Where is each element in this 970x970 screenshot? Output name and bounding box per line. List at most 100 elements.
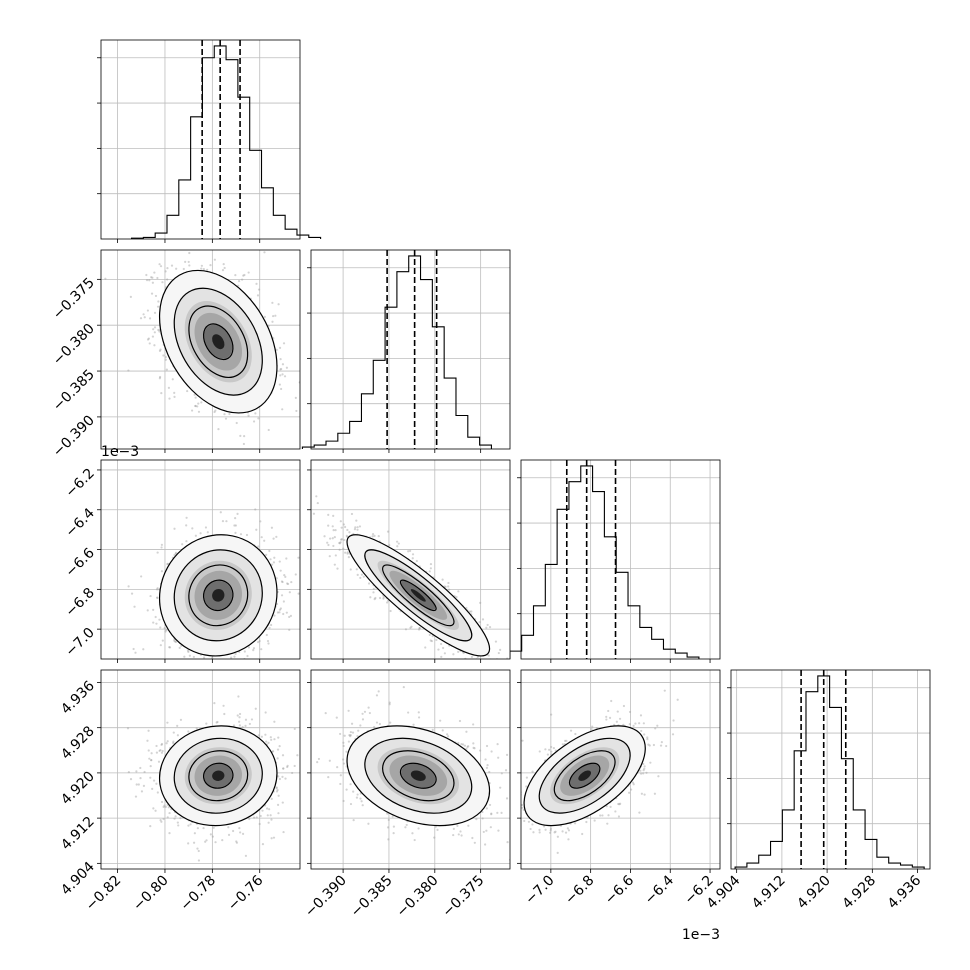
- sample-point: [157, 760, 161, 763]
- sample-point: [219, 664, 221, 666]
- panel-content: [312, 495, 509, 663]
- sample-point: [388, 701, 391, 704]
- sample-point: [504, 769, 508, 772]
- sample-point: [466, 745, 469, 749]
- sample-point: [340, 538, 344, 541]
- sample-point: [561, 830, 564, 833]
- sample-point: [173, 639, 176, 642]
- contour-line: [158, 725, 278, 827]
- sample-point: [183, 655, 186, 658]
- sample-point: [343, 525, 347, 529]
- sample-point: [178, 646, 181, 649]
- sample-point: [286, 764, 289, 767]
- sample-point: [538, 828, 541, 831]
- sample-point: [173, 391, 176, 395]
- sample-point: [294, 396, 297, 399]
- sample-point: [334, 529, 337, 532]
- sample-point: [336, 567, 339, 570]
- sample-point: [564, 831, 568, 834]
- sample-point: [538, 750, 541, 753]
- sample-point: [296, 754, 299, 757]
- sample-point: [404, 628, 408, 631]
- sample-point: [266, 639, 270, 643]
- sample-point: [255, 452, 257, 454]
- sample-point: [486, 661, 488, 663]
- sample-point: [361, 804, 364, 807]
- sample-point: [282, 600, 285, 603]
- sample-point: [447, 735, 450, 738]
- sample-point: [281, 408, 284, 411]
- panel-frame: [100, 669, 301, 870]
- sample-point: [382, 596, 385, 599]
- contour-line: [568, 762, 601, 789]
- sample-point: [607, 709, 610, 713]
- sample-point: [367, 706, 370, 709]
- sample-point: [270, 797, 273, 800]
- sample-point: [550, 713, 553, 716]
- sample-point: [585, 820, 588, 824]
- sample-point: [352, 790, 355, 793]
- sample-point: [329, 537, 332, 540]
- sample-point: [281, 580, 284, 584]
- sample-point: [435, 638, 438, 642]
- sample-point: [377, 535, 380, 538]
- sample-point: [160, 392, 163, 395]
- sample-point: [133, 605, 136, 608]
- sample-point: [194, 404, 197, 408]
- sample-point: [496, 811, 499, 814]
- sample-point: [160, 543, 163, 546]
- sample-point: [221, 520, 225, 523]
- sample-point: [227, 826, 230, 829]
- tick-label-y: −0.390: [50, 412, 98, 460]
- sample-point: [199, 532, 202, 535]
- sample-point: [619, 802, 622, 805]
- sample-point: [302, 585, 304, 587]
- sample-point: [630, 788, 633, 791]
- sample-point: [165, 742, 168, 745]
- sample-point: [418, 627, 421, 630]
- sample-point: [291, 771, 294, 775]
- sample-point: [499, 648, 502, 651]
- sample-point: [172, 731, 175, 734]
- sample-point: [345, 534, 348, 537]
- sample-point: [162, 354, 165, 357]
- sample-point: [338, 541, 341, 545]
- sample-point: [205, 663, 207, 665]
- sample-point: [275, 787, 278, 790]
- sample-point: [197, 859, 201, 862]
- sample-point: [149, 764, 152, 768]
- tick-label-x: 4.928: [839, 873, 879, 913]
- sample-point: [653, 792, 657, 795]
- sample-point: [270, 818, 273, 821]
- sample-point: [267, 821, 270, 824]
- sample-point: [497, 756, 500, 759]
- panel-frame: [100, 249, 301, 450]
- sample-point: [154, 809, 157, 812]
- sample-point: [294, 573, 297, 576]
- sample-point: [487, 654, 490, 657]
- sample-point: [484, 758, 487, 761]
- sample-point: [462, 651, 465, 655]
- sample-point: [200, 401, 203, 404]
- sample-point: [267, 428, 270, 432]
- tick-label-x: −0.390: [302, 873, 350, 921]
- sample-point: [556, 851, 559, 854]
- sample-point: [151, 787, 154, 791]
- sample-point: [360, 800, 363, 803]
- sample-point: [640, 729, 643, 733]
- sample-point: [288, 615, 291, 619]
- sample-point: [333, 536, 336, 539]
- panel-background: [731, 670, 930, 869]
- sample-point: [152, 608, 155, 612]
- sample-point: [257, 545, 260, 548]
- histogram-steps: [734, 675, 925, 869]
- sample-point: [190, 409, 194, 412]
- sample-point: [566, 827, 569, 830]
- sample-point: [252, 420, 256, 423]
- sample-point: [349, 735, 352, 738]
- density-shade: [212, 770, 225, 781]
- tick-label-y: −6.6: [62, 545, 97, 580]
- sample-point: [275, 535, 278, 538]
- sample-point: [614, 810, 617, 813]
